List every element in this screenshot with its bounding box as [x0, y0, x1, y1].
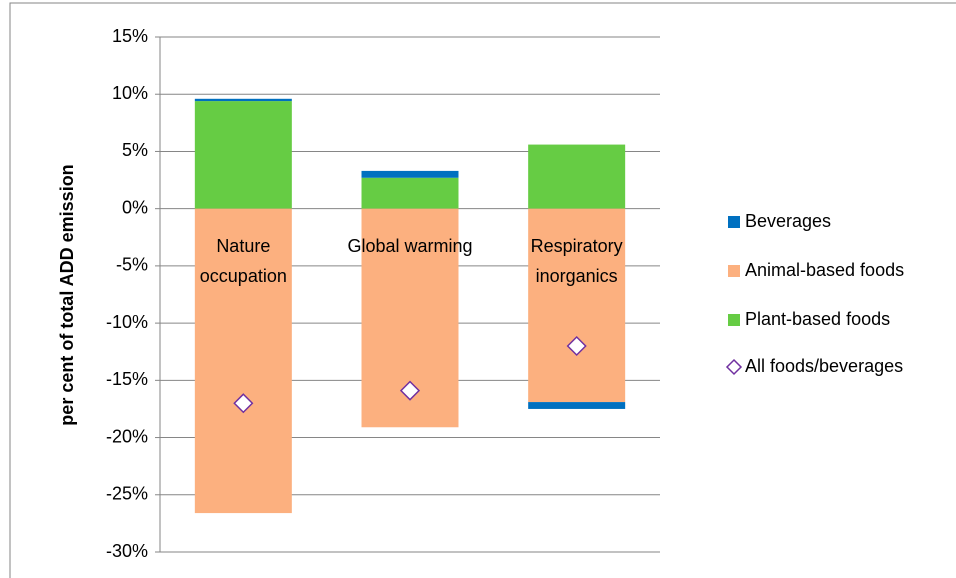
y-tick-label: 10%	[112, 83, 148, 103]
bar-segment	[361, 170, 459, 178]
bar-segment	[528, 402, 626, 409]
bar-segment	[194, 208, 292, 514]
bar-segment	[194, 101, 292, 209]
y-tick-label: 0%	[122, 197, 148, 217]
legend-swatch	[728, 314, 740, 326]
marker	[566, 335, 587, 357]
y-tick-label: -20%	[106, 426, 148, 446]
legend-label: All foods/beverages	[745, 356, 903, 376]
y-tick-label: 15%	[112, 26, 148, 46]
y-tick-label: 5%	[122, 140, 148, 160]
bar-segment	[528, 208, 626, 403]
y-tick-label: -30%	[106, 541, 148, 561]
y-tick-label: -15%	[106, 369, 148, 389]
legend-swatch	[725, 358, 743, 376]
legend-label: Beverages	[745, 211, 831, 231]
legend-label: Plant-based foods	[745, 309, 890, 329]
bar-segment	[528, 144, 626, 209]
bar-segment	[194, 98, 292, 102]
y-axis-label: per cent of total ADD emission	[57, 164, 77, 425]
y-tick-label: -25%	[106, 484, 148, 504]
category-label: Nature occupation	[199, 235, 287, 286]
legend-swatch	[728, 265, 740, 277]
legend-label: Animal-based foods	[745, 260, 904, 280]
marker	[399, 380, 421, 401]
y-tick-label: -10%	[106, 312, 148, 332]
chart-border	[9, 2, 956, 578]
bar-segment	[361, 177, 459, 209]
category-label: Respiratory inorganics	[530, 235, 623, 286]
legend-swatch	[728, 216, 740, 228]
category-label: Global warming	[347, 235, 473, 256]
marker	[233, 393, 254, 414]
y-tick-label: -5%	[116, 255, 148, 275]
